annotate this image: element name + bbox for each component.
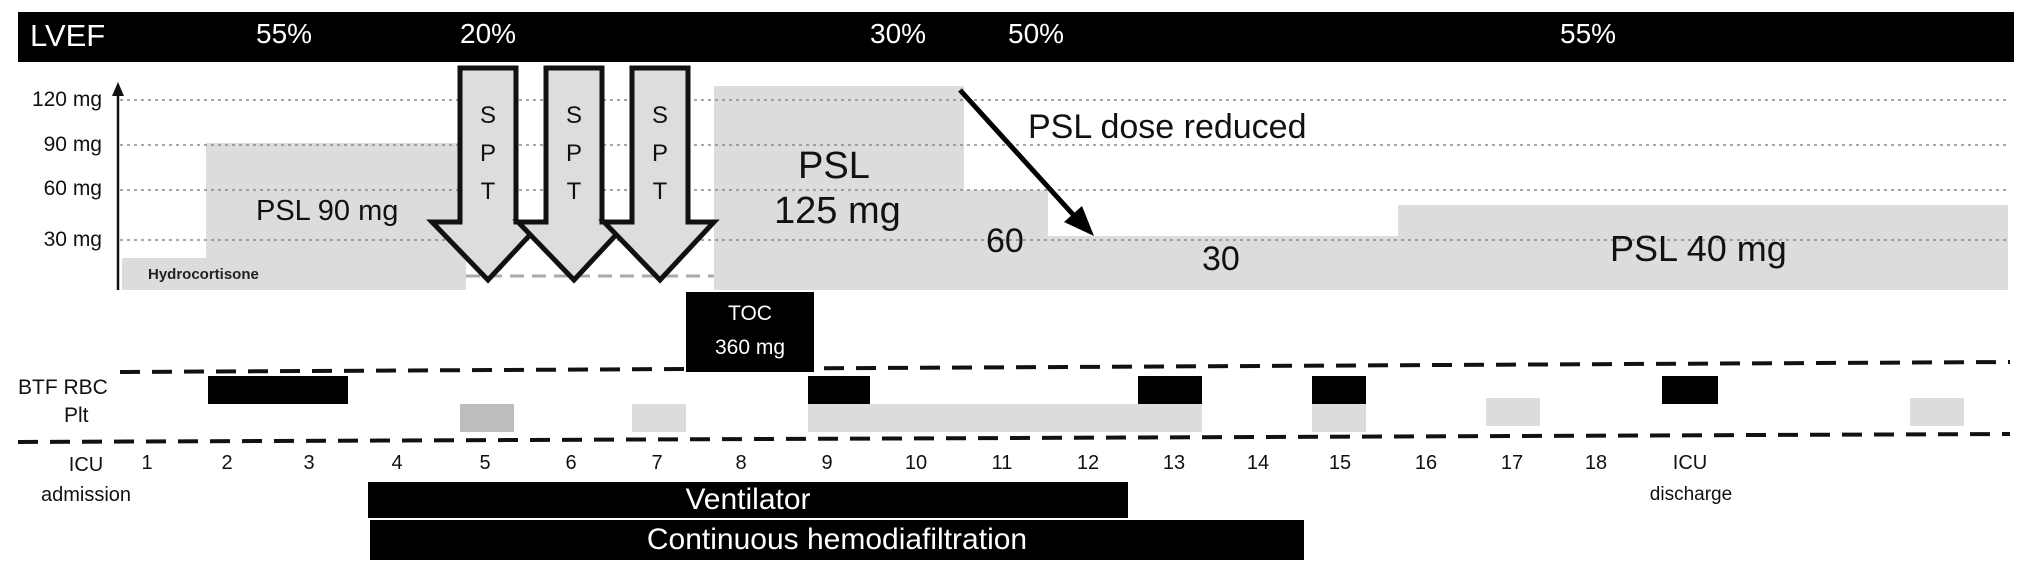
dose-30-label: 30 xyxy=(1202,240,1240,278)
day-4: 4 xyxy=(391,452,403,474)
chdf-bar xyxy=(370,520,1304,560)
icu-admission-label-2: admission xyxy=(40,484,132,506)
rbc-bar-day2-3 xyxy=(208,376,348,404)
psl-40-block xyxy=(1398,205,2008,290)
psl-dose-reduced-label: PSL dose reduced xyxy=(1028,108,1307,146)
icu-admission-label-1: ICU xyxy=(68,454,104,476)
lvef-value-day11: 50% xyxy=(1008,18,1065,49)
spt-1-s: S xyxy=(479,102,496,129)
y-tick-60: 60 mg xyxy=(43,177,102,200)
day-8: 8 xyxy=(735,452,747,474)
day-5: 5 xyxy=(479,452,491,474)
spt-arrow-1 xyxy=(426,65,548,284)
spt-3-p: P xyxy=(651,140,668,167)
y-tick-90: 90 mg xyxy=(43,133,102,156)
day-3: 3 xyxy=(303,452,315,474)
rbc-bar-day15 xyxy=(1312,376,1366,404)
plt-bar-last xyxy=(1910,398,1964,426)
day-18: 18 xyxy=(1584,452,1608,474)
hydrocortisone-label: Hydrocortisone xyxy=(148,266,259,283)
day-10: 10 xyxy=(904,452,928,474)
toc-dose-label: 360 mg xyxy=(714,336,786,359)
psl-90-label: PSL 90 mg xyxy=(256,195,399,227)
dose-60-label: 60 xyxy=(986,222,1024,260)
y-tick-30: 30 mg xyxy=(43,228,102,251)
plt-bar-day9-13 xyxy=(808,404,1202,432)
day-13: 13 xyxy=(1162,452,1186,474)
psl-125-label-1: PSL xyxy=(798,145,870,187)
spt-3-s: S xyxy=(651,102,668,129)
spt-1-t: T xyxy=(480,178,496,205)
day-17: 17 xyxy=(1500,452,1524,474)
spt-2-s: S xyxy=(565,102,582,129)
spt-1-p: P xyxy=(479,140,496,167)
rbc-bar-day13 xyxy=(1138,376,1202,404)
day-11: 11 xyxy=(991,452,1013,474)
day-15: 15 xyxy=(1328,452,1352,474)
spt-2-t: T xyxy=(566,178,582,205)
plt-bar-day5 xyxy=(460,404,514,432)
icu-discharge-label-1: ICU xyxy=(1672,452,1708,474)
spt-arrow-2 xyxy=(512,65,634,284)
icu-discharge-label-2: discharge xyxy=(1649,484,1733,505)
plt-bar-day15 xyxy=(1312,404,1366,432)
ventilator-bar xyxy=(368,482,1128,518)
day-6: 6 xyxy=(565,452,577,474)
psl-125-block xyxy=(714,86,964,290)
day-14: 14 xyxy=(1246,452,1270,474)
lvef-value-day5: 20% xyxy=(460,18,517,49)
btf-rbc-label: BTF RBC xyxy=(18,376,108,399)
day-2: 2 xyxy=(221,452,233,474)
psl-40-label: PSL 40 mg xyxy=(1610,228,1787,269)
lvef-bar xyxy=(18,12,2014,62)
plt-label: Plt xyxy=(64,404,89,427)
plt-bar-day17 xyxy=(1486,398,1540,426)
rbc-bar-day9 xyxy=(808,376,870,404)
spt-2-p: P xyxy=(565,140,582,167)
day-12: 12 xyxy=(1076,452,1100,474)
ventilator-label: Ventilator xyxy=(685,483,811,516)
y-tick-120: 120 mg xyxy=(31,88,102,111)
toc-label: TOC xyxy=(728,302,772,325)
psl-60-block xyxy=(964,190,1048,290)
psl-125-label-2: 125 mg xyxy=(774,190,901,232)
lvef-value-day9: 30% xyxy=(870,18,927,49)
day-9: 9 xyxy=(821,452,833,474)
lvef-label: LVEF xyxy=(30,18,106,53)
chdf-label: Continuous hemodiafiltration xyxy=(646,523,1028,556)
spt-arrow-3 xyxy=(598,65,720,284)
day-1: 1 xyxy=(141,452,153,474)
psl-90-block xyxy=(206,143,466,290)
day-7: 7 xyxy=(651,452,663,474)
psl-30-block xyxy=(1048,236,1398,290)
lvef-value-day1: 55% xyxy=(256,18,313,49)
toc-box xyxy=(686,292,814,372)
day-16: 16 xyxy=(1414,452,1438,474)
lvef-value-day16: 55% xyxy=(1560,18,1617,49)
plt-bar-day7 xyxy=(632,404,686,432)
rbc-bar-icu-discharge xyxy=(1662,376,1718,404)
spt-3-t: T xyxy=(652,178,668,205)
